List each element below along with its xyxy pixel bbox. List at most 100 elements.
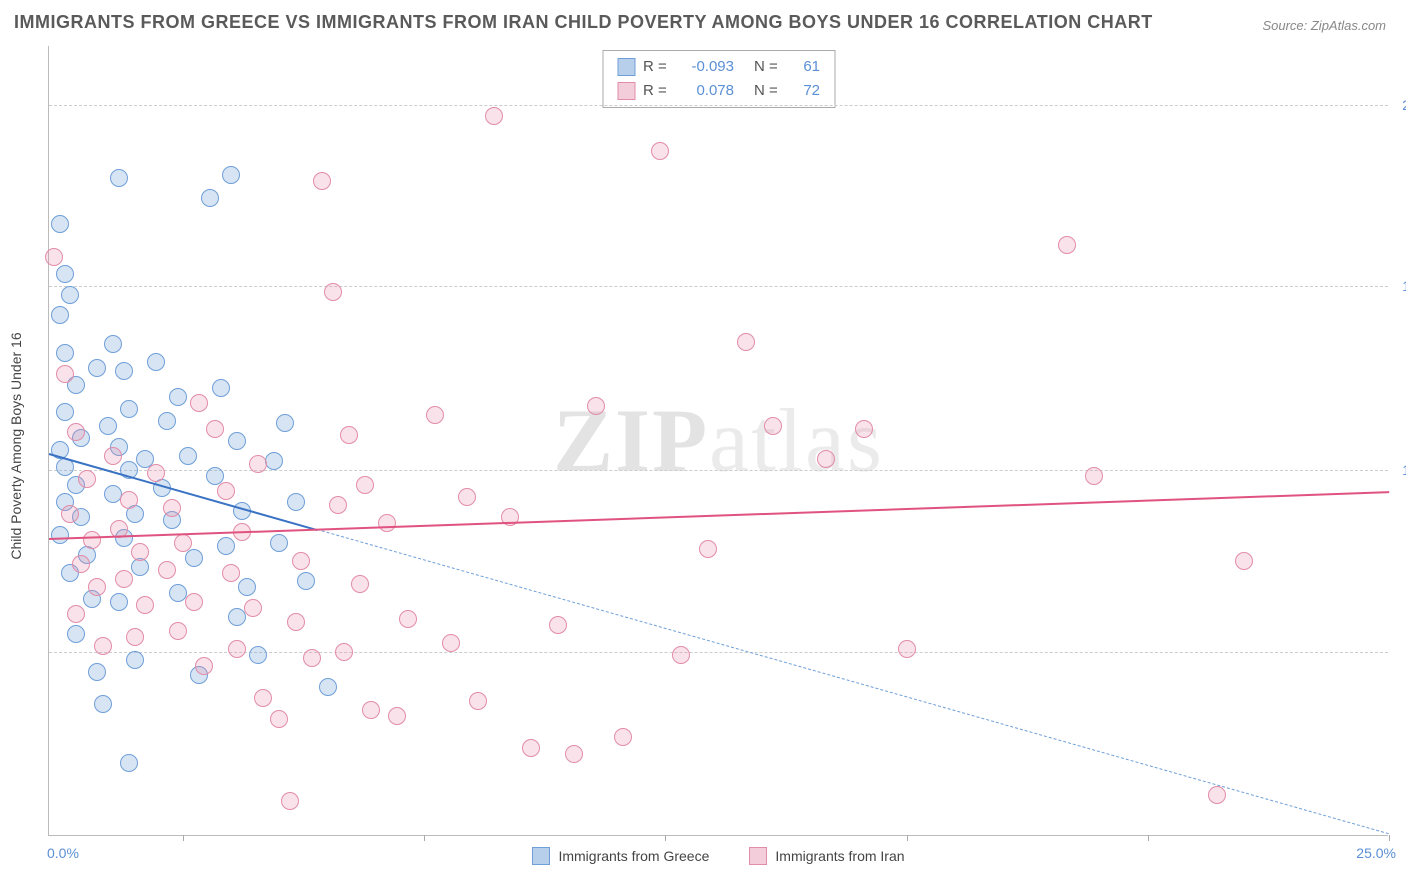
data-point (88, 359, 106, 377)
data-point (228, 432, 246, 450)
data-point (99, 417, 117, 435)
data-point (67, 423, 85, 441)
data-point (56, 344, 74, 362)
data-point (67, 625, 85, 643)
data-point (281, 792, 299, 810)
data-point (855, 420, 873, 438)
data-point (1235, 552, 1253, 570)
data-point (469, 692, 487, 710)
x-tick (424, 835, 425, 841)
data-point (270, 710, 288, 728)
data-point (104, 335, 122, 353)
y-tick-label: 25.0% (1402, 97, 1406, 113)
legend-swatch (617, 82, 635, 100)
data-point (88, 578, 106, 596)
legend-swatch (749, 847, 767, 865)
data-point (442, 634, 460, 652)
data-point (276, 414, 294, 432)
data-point (287, 493, 305, 511)
data-point (104, 447, 122, 465)
data-point (356, 476, 374, 494)
x-tick (665, 835, 666, 841)
data-point (329, 496, 347, 514)
gridline (49, 470, 1388, 471)
data-point (217, 482, 235, 500)
data-point (335, 643, 353, 661)
data-point (120, 754, 138, 772)
data-point (614, 728, 632, 746)
data-point (126, 651, 144, 669)
data-point (737, 333, 755, 351)
data-point (898, 640, 916, 658)
data-point (45, 248, 63, 266)
data-point (131, 543, 149, 561)
data-point (179, 447, 197, 465)
x-tick (183, 835, 184, 841)
stat-r-value: 0.078 (679, 79, 734, 103)
data-point (51, 526, 69, 544)
data-point (378, 514, 396, 532)
legend-series-label: Immigrants from Greece (558, 848, 709, 864)
data-point (244, 599, 262, 617)
data-point (297, 572, 315, 590)
data-point (147, 464, 165, 482)
data-point (485, 107, 503, 125)
data-point (1085, 467, 1103, 485)
stat-r-label: R = (643, 55, 671, 79)
legend-series: Immigrants from Greece Immigrants from Ir… (49, 847, 1388, 865)
legend-stat-row: R = -0.093 N = 61 (617, 55, 820, 79)
data-point (362, 701, 380, 719)
data-point (56, 265, 74, 283)
data-point (249, 646, 267, 664)
y-tick-label: 12.5% (1402, 462, 1406, 478)
stat-r-label: R = (643, 79, 671, 103)
data-point (319, 678, 337, 696)
data-point (163, 499, 181, 517)
x-tick (1389, 835, 1390, 841)
data-point (222, 166, 240, 184)
data-point (217, 537, 235, 555)
stat-n-value: 61 (790, 55, 820, 79)
data-point (222, 564, 240, 582)
data-point (228, 608, 246, 626)
data-point (51, 215, 69, 233)
x-tick (1148, 835, 1149, 841)
data-point (110, 593, 128, 611)
stat-n-label: N = (754, 55, 782, 79)
data-point (254, 689, 272, 707)
data-point (115, 362, 133, 380)
data-point (1058, 236, 1076, 254)
data-point (120, 400, 138, 418)
data-point (88, 663, 106, 681)
data-point (195, 657, 213, 675)
legend-stats: R = -0.093 N = 61R = 0.078 N = 72 (602, 50, 835, 108)
x-tick (907, 835, 908, 841)
data-point (265, 452, 283, 470)
data-point (817, 450, 835, 468)
data-point (94, 637, 112, 655)
data-point (120, 491, 138, 509)
data-point (169, 388, 187, 406)
data-point (67, 605, 85, 623)
data-point (458, 488, 476, 506)
data-point (56, 365, 74, 383)
data-point (764, 417, 782, 435)
data-point (388, 707, 406, 725)
data-point (185, 593, 203, 611)
data-point (185, 549, 203, 567)
gridline (49, 286, 1388, 287)
data-point (549, 616, 567, 634)
data-point (136, 596, 154, 614)
data-point (699, 540, 717, 558)
legend-series-label: Immigrants from Iran (775, 848, 904, 864)
data-point (169, 622, 187, 640)
data-point (61, 286, 79, 304)
stat-r-value: -0.093 (679, 55, 734, 79)
data-point (324, 283, 342, 301)
data-point (158, 561, 176, 579)
data-point (313, 172, 331, 190)
x-max-label: 25.0% (1356, 845, 1396, 861)
data-point (190, 394, 208, 412)
plot-area: ZIPatlas R =-0.093N =61R =0.078N =72 Imm… (48, 46, 1388, 836)
stat-n-value: 72 (790, 79, 820, 103)
